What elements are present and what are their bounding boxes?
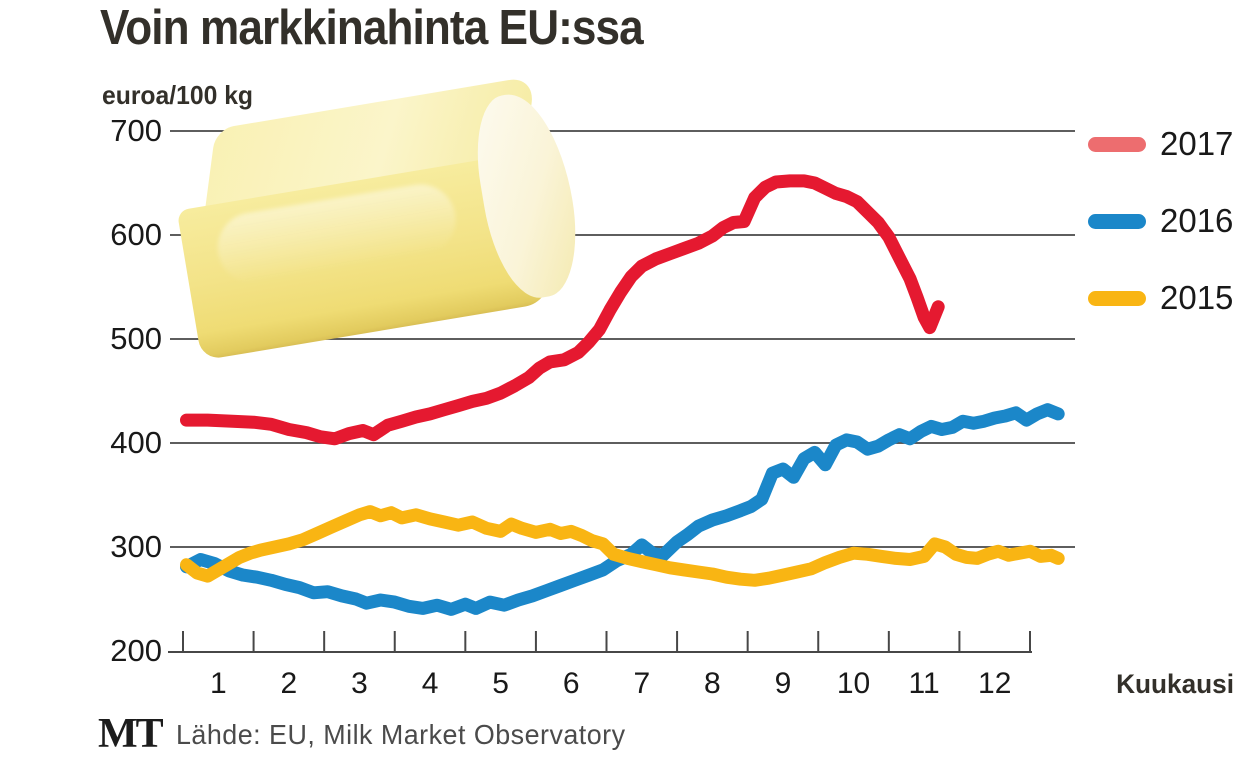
x-tick-label: 5 — [492, 667, 509, 700]
series-line-2016 — [180, 403, 1065, 616]
y-tick-label: 500 — [110, 321, 162, 356]
x-tick-label: 12 — [978, 667, 1012, 700]
y-tick-label: 300 — [110, 529, 162, 564]
y-tick-label: 200 — [110, 633, 162, 668]
x-tick-label: 2 — [280, 667, 298, 700]
y-tick-label: 700 — [110, 113, 162, 148]
x-tick-label: 11 — [908, 667, 940, 700]
page-title: Voin markkinahinta EU:ssa — [100, 1, 644, 55]
legend-label: 2015 — [1160, 279, 1234, 316]
x-tick-label: 10 — [836, 667, 871, 700]
legend-swatch-2015 — [1088, 291, 1146, 306]
y-tick-label: 400 — [110, 425, 162, 460]
publisher-logo: MT — [98, 711, 164, 757]
x-tick-label: 3 — [351, 667, 368, 700]
series-line-2015 — [180, 505, 1065, 587]
x-tick-label: 8 — [704, 667, 721, 700]
x-tick-label: 6 — [562, 667, 580, 700]
y-tick-label: 600 — [110, 217, 162, 252]
source-credit: Lähde: EU, Milk Market Observatory — [176, 719, 626, 750]
x-tick-label: 1 — [209, 667, 227, 700]
x-axis-title: Kuukausi — [1116, 669, 1234, 699]
y-axis-unit-label: euroa/100 kg — [102, 80, 254, 110]
legend-label: 2016 — [1160, 202, 1234, 239]
legend-label: 2017 — [1160, 125, 1234, 162]
x-tick-label: 9 — [774, 667, 792, 700]
legend-swatch-2016 — [1088, 214, 1146, 229]
x-tick-label: 4 — [421, 667, 439, 700]
legend-swatch-2017 — [1088, 137, 1146, 152]
butter-image — [176, 75, 588, 361]
x-tick-label: 7 — [633, 667, 651, 700]
